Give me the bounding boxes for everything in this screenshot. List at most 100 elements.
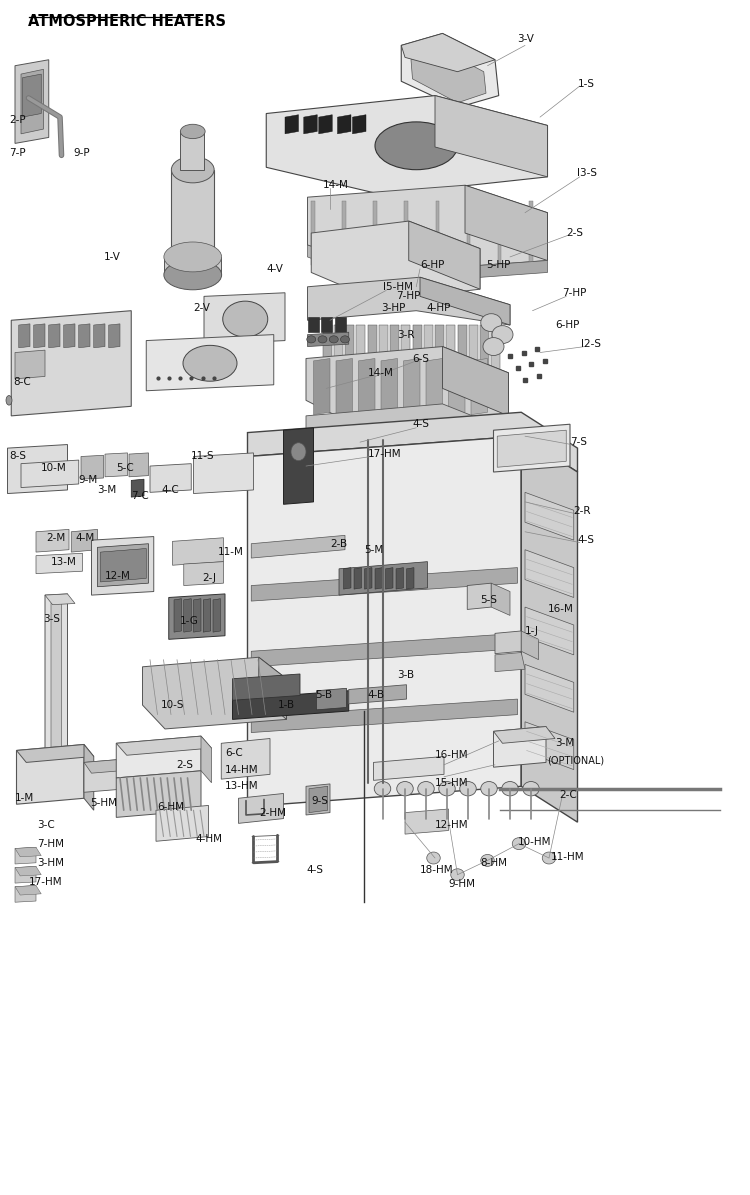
Polygon shape: [266, 96, 548, 195]
Text: 9-M: 9-M: [79, 476, 98, 485]
Text: 14-M: 14-M: [322, 180, 348, 190]
Polygon shape: [150, 464, 191, 492]
Polygon shape: [309, 786, 328, 813]
Polygon shape: [259, 657, 286, 719]
Polygon shape: [146, 335, 274, 391]
Text: 2-V: 2-V: [194, 304, 210, 313]
Ellipse shape: [397, 782, 413, 796]
Polygon shape: [525, 492, 574, 540]
Text: 7-C: 7-C: [131, 491, 149, 501]
Polygon shape: [375, 568, 382, 589]
Text: 2-S: 2-S: [566, 228, 584, 238]
Polygon shape: [308, 185, 548, 272]
Polygon shape: [480, 325, 489, 394]
Polygon shape: [109, 324, 120, 348]
Polygon shape: [409, 221, 480, 289]
Polygon shape: [319, 115, 332, 134]
Text: 17-HM: 17-HM: [368, 449, 401, 459]
Polygon shape: [405, 809, 448, 834]
Polygon shape: [334, 325, 343, 394]
Polygon shape: [525, 607, 574, 655]
Text: 3-HM: 3-HM: [38, 858, 64, 868]
Polygon shape: [497, 430, 566, 467]
Polygon shape: [352, 115, 366, 134]
Text: ATMOSPHERIC HEATERS: ATMOSPHERIC HEATERS: [28, 14, 226, 30]
Text: 12-HM: 12-HM: [435, 820, 469, 829]
Text: 6-C: 6-C: [225, 748, 243, 758]
Polygon shape: [349, 685, 406, 704]
Polygon shape: [321, 317, 332, 332]
Text: 13-HM: 13-HM: [225, 782, 259, 791]
Text: 5-HP: 5-HP: [486, 261, 510, 270]
Polygon shape: [306, 784, 330, 815]
Polygon shape: [251, 568, 518, 601]
Polygon shape: [21, 460, 79, 488]
Polygon shape: [308, 317, 319, 332]
Ellipse shape: [223, 301, 268, 337]
Polygon shape: [81, 455, 104, 479]
Polygon shape: [521, 631, 538, 660]
Text: 11-S: 11-S: [191, 452, 214, 461]
Polygon shape: [308, 332, 349, 347]
Text: 1-J: 1-J: [525, 626, 539, 636]
Polygon shape: [435, 325, 444, 394]
Text: 6-HP: 6-HP: [555, 320, 579, 330]
Polygon shape: [404, 358, 420, 415]
Polygon shape: [201, 736, 211, 783]
Polygon shape: [491, 583, 510, 615]
Ellipse shape: [481, 854, 494, 866]
Text: 14-M: 14-M: [368, 368, 393, 378]
Polygon shape: [232, 674, 300, 700]
Text: 5-HM: 5-HM: [90, 798, 117, 808]
Polygon shape: [494, 727, 555, 743]
Polygon shape: [172, 538, 224, 565]
Text: 7-HP: 7-HP: [396, 292, 420, 301]
Polygon shape: [79, 324, 90, 348]
Polygon shape: [495, 631, 521, 654]
Polygon shape: [238, 793, 284, 823]
Polygon shape: [364, 568, 372, 589]
Polygon shape: [458, 325, 466, 394]
Text: 11-M: 11-M: [217, 547, 243, 557]
Text: 1-V: 1-V: [104, 252, 120, 262]
Text: 5-B: 5-B: [315, 691, 332, 700]
Text: 17-HM: 17-HM: [28, 877, 62, 887]
Polygon shape: [396, 568, 404, 589]
Polygon shape: [354, 568, 362, 589]
Polygon shape: [382, 261, 548, 284]
Ellipse shape: [481, 782, 497, 796]
Text: 6-S: 6-S: [413, 354, 430, 363]
Text: 13-M: 13-M: [51, 557, 76, 566]
Text: 2-P: 2-P: [9, 115, 26, 124]
Ellipse shape: [483, 338, 504, 356]
Polygon shape: [401, 33, 495, 72]
Polygon shape: [184, 599, 191, 632]
Text: 2-B: 2-B: [330, 539, 347, 549]
Polygon shape: [251, 535, 345, 558]
Polygon shape: [525, 664, 574, 712]
Polygon shape: [467, 583, 491, 609]
Text: 5-M: 5-M: [364, 545, 383, 554]
Polygon shape: [311, 221, 480, 301]
Polygon shape: [525, 722, 574, 770]
Ellipse shape: [180, 124, 205, 139]
Polygon shape: [494, 727, 546, 767]
Polygon shape: [342, 201, 346, 265]
Polygon shape: [498, 201, 502, 265]
Text: 10-HM: 10-HM: [518, 838, 551, 847]
Polygon shape: [11, 311, 131, 416]
Polygon shape: [105, 453, 128, 477]
Ellipse shape: [307, 336, 316, 343]
Polygon shape: [142, 657, 286, 729]
Text: (OPTIONAL): (OPTIONAL): [548, 755, 604, 765]
Ellipse shape: [492, 326, 513, 344]
Text: 2-M: 2-M: [46, 533, 66, 543]
Ellipse shape: [374, 782, 391, 796]
Polygon shape: [374, 756, 444, 780]
Text: 2-R: 2-R: [574, 507, 591, 516]
Ellipse shape: [6, 396, 12, 405]
Text: 3-S: 3-S: [44, 614, 61, 624]
Text: 10-M: 10-M: [41, 464, 67, 473]
Ellipse shape: [291, 443, 306, 461]
Text: 7-HP: 7-HP: [562, 288, 586, 298]
